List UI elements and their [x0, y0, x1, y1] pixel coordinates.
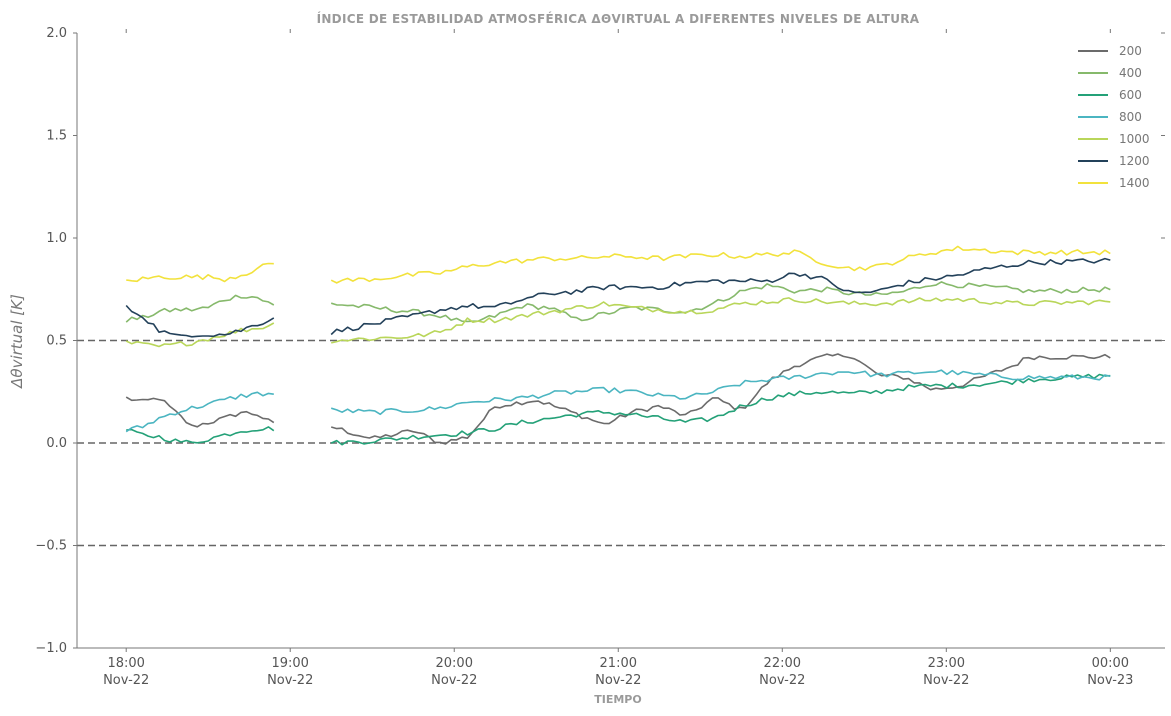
- x-tick-label: 20:00: [436, 656, 473, 671]
- x-tick-label-date: Nov-22: [267, 673, 313, 688]
- series-line-800: [125, 391, 274, 433]
- y-tick-label: 0.5: [46, 334, 67, 349]
- x-tick-label: 18:00: [107, 656, 144, 671]
- series-line-1200: [125, 304, 275, 338]
- x-tick-label: 22:00: [764, 656, 801, 671]
- series-line-1000: [125, 322, 275, 348]
- legend-label-1000: 1000: [1119, 132, 1150, 146]
- x-tick-label: 00:00: [1092, 656, 1129, 671]
- series-line-1000: [331, 297, 1111, 344]
- x-tick-label: 23:00: [928, 656, 965, 671]
- legend-label-600: 600: [1119, 88, 1142, 102]
- x-tick-label-date: Nov-22: [759, 673, 805, 688]
- y-tick-label: −1.0: [35, 641, 67, 656]
- series-line-400: [125, 294, 275, 323]
- series-1400: [126, 245, 1111, 284]
- series-line-1200: [330, 257, 1111, 336]
- series-600: [126, 373, 1111, 446]
- x-tick-label-date: Nov-22: [103, 673, 149, 688]
- x-tick-label-date: Nov-22: [431, 673, 477, 688]
- series-200: [125, 353, 1111, 445]
- x-tick-label: 21:00: [600, 656, 637, 671]
- x-tick-label: 19:00: [271, 656, 308, 671]
- series-line-600: [330, 373, 1111, 446]
- series-400: [125, 281, 1111, 323]
- series-line-800: [330, 369, 1111, 416]
- series-line-400: [330, 281, 1111, 323]
- series-line-1400: [126, 262, 274, 283]
- y-tick-label: 1.5: [46, 129, 67, 144]
- series-line-200: [125, 396, 275, 428]
- legend-label-1200: 1200: [1119, 154, 1150, 168]
- legend-label-1400: 1400: [1119, 176, 1150, 190]
- legend-label-200: 200: [1119, 44, 1142, 58]
- chart-title: ÍNDICE DE ESTABILIDAD ATMOSFÉRICA ΔΘVIRT…: [317, 11, 920, 26]
- series-1200: [125, 257, 1111, 338]
- y-tick-label: 2.0: [46, 26, 67, 41]
- legend: 200 400 600 800 1000 1200 1400: [1078, 44, 1150, 190]
- y-tick-label: 1.0: [46, 231, 67, 246]
- x-tick-label-date: Nov-22: [923, 673, 969, 688]
- x-tick-label-date: Nov-22: [595, 673, 641, 688]
- y-tick-label: 0.0: [46, 436, 67, 451]
- series-line-200: [330, 353, 1111, 445]
- legend-label-800: 800: [1119, 110, 1142, 124]
- series-800: [125, 369, 1111, 433]
- y-tick-label: −0.5: [35, 539, 67, 554]
- y-axis-label: Δθvirtual [K]: [8, 294, 26, 389]
- x-axis-ticks: 18:00 Nov-22 19:00 Nov-22 20:00 Nov-22 21:00 No…: [103, 29, 1133, 688]
- series-line-1400: [330, 245, 1111, 284]
- series-line-600: [126, 426, 275, 444]
- series-lines: [125, 245, 1111, 446]
- reference-lines: [77, 339, 1165, 547]
- x-tick-label-date: Nov-23: [1087, 673, 1133, 688]
- y-axis-ticks: −1.0 −0.5 0.0 0.5 1.0 1.5 2.0: [35, 26, 1165, 656]
- x-axis-label: TIEMPO: [594, 693, 641, 706]
- legend-label-400: 400: [1119, 66, 1142, 80]
- series-1000: [125, 297, 1111, 348]
